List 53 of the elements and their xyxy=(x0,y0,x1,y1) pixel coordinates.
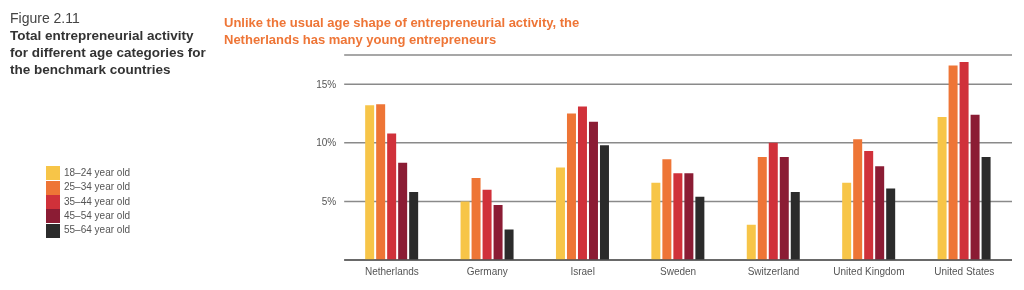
bar xyxy=(599,145,609,260)
bar xyxy=(493,204,503,260)
chart-subtitle: Unlike the usual age shape of entrepreneurial activity, the Netherlands has many young entrepreneurs xyxy=(224,14,581,48)
bar xyxy=(768,142,778,260)
y-tick-label: 15% xyxy=(316,78,337,90)
bar xyxy=(981,156,991,260)
bar xyxy=(387,133,397,260)
bar xyxy=(460,201,470,260)
x-tick-label: Israel xyxy=(570,266,595,278)
bar xyxy=(673,173,683,260)
bar xyxy=(779,156,789,260)
y-tick-label: 5% xyxy=(321,195,337,207)
bar xyxy=(757,156,767,260)
bar xyxy=(409,192,419,260)
bar xyxy=(875,166,885,260)
x-tick-label: United States xyxy=(934,266,995,278)
bar xyxy=(365,105,375,260)
bar xyxy=(588,121,598,260)
bar xyxy=(937,117,947,260)
bar xyxy=(695,196,705,260)
bar xyxy=(398,162,408,260)
bar xyxy=(970,114,980,260)
legend-label: 25–34 year old xyxy=(64,181,131,193)
bar xyxy=(662,159,672,260)
bar xyxy=(566,113,576,260)
bar xyxy=(959,62,969,260)
bar xyxy=(886,188,896,260)
x-tick-label: Netherlands xyxy=(364,266,419,278)
y-tick-label: 10% xyxy=(316,137,337,149)
bar xyxy=(746,224,756,260)
legend-label: 35–44 year old xyxy=(64,195,131,207)
legend-label: 18–24 year old xyxy=(64,167,131,178)
bar xyxy=(555,167,565,260)
bar xyxy=(790,192,800,260)
bar xyxy=(471,178,481,260)
legend-label: 55–64 year old xyxy=(64,224,131,236)
x-tick-label: Switzerland xyxy=(747,266,800,278)
legend-label: 45–54 year old xyxy=(64,210,131,222)
bar xyxy=(651,182,661,260)
text: Total entrepreneurial activity for different age categories for the benchmark countries xyxy=(10,27,207,78)
bar xyxy=(482,189,492,260)
caption: Figure 2.11 xyxy=(10,10,81,27)
x-tick-label: United Kingdom xyxy=(833,266,905,278)
x-tick-label: Sweden xyxy=(660,266,697,278)
bar xyxy=(577,106,587,260)
bar xyxy=(684,173,694,260)
bar xyxy=(853,139,863,260)
bar xyxy=(376,104,386,260)
bar xyxy=(504,229,514,260)
bar xyxy=(864,151,874,260)
bar xyxy=(842,182,852,260)
bar xyxy=(948,65,958,260)
x-tick-label: Germany xyxy=(466,266,508,278)
